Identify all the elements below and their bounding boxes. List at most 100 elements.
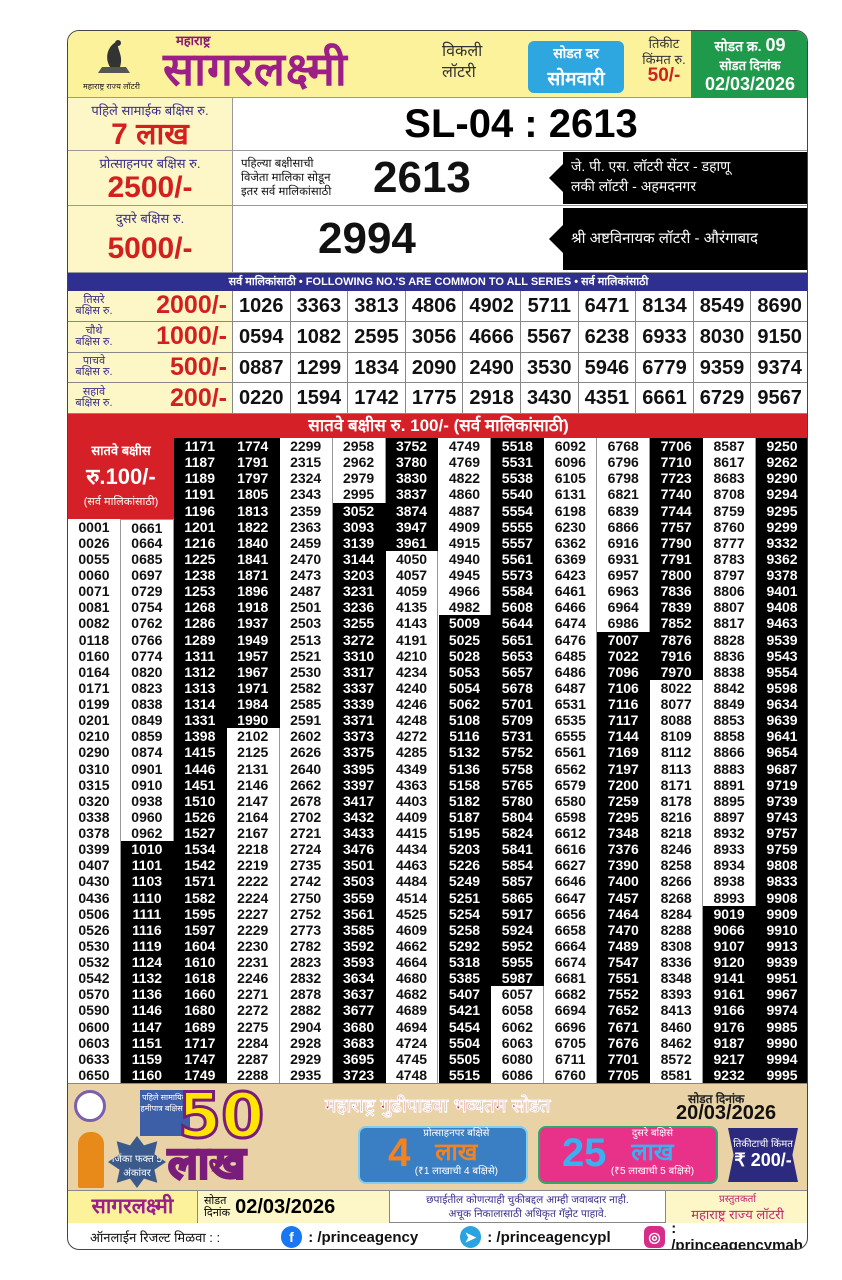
seventh-prize-number: 2218: [227, 841, 280, 858]
facebook-icon[interactable]: f: [280, 1226, 303, 1248]
seventh-prize-number: 9378: [756, 567, 807, 584]
prize-amount: 500/-: [170, 352, 227, 381]
seventh-prize-number: 2591: [280, 712, 333, 729]
social-links: ऑनलाईन रिजल्ट मिळवा : : f : /princeagenc…: [68, 1220, 807, 1250]
telegram-link[interactable]: : /princeagencypl: [487, 1228, 611, 1246]
second-prize-number: 2994: [318, 214, 416, 263]
seventh-prize-number: 4514: [386, 889, 439, 906]
seventh-prize-number: 4662: [386, 937, 439, 954]
seventh-prize-number: 7852: [650, 615, 704, 632]
seventh-prize-number: 7671: [597, 1018, 651, 1035]
telegram-icon[interactable]: ➤: [459, 1226, 482, 1248]
seventh-prize-number: 8759: [703, 502, 757, 519]
seventh-prize-number: 2521: [280, 647, 333, 664]
seventh-prize-label: सातवे बक्षीस रु.100/- (सर्व मालिकांसाठी): [68, 438, 174, 519]
seventh-prize-number: 1286: [173, 615, 227, 632]
seventh-prize-number: 4234: [386, 663, 439, 680]
footer-date: 02/03/2026: [235, 1195, 336, 1218]
seventh-prize-number: 4860: [439, 486, 492, 503]
seventh-prize-number: 5251: [438, 889, 492, 906]
seventh-prize-number: 9161: [703, 986, 757, 1003]
seventh-prize-number: 0430: [68, 873, 121, 890]
seventh-prize-number: 3317: [332, 663, 386, 680]
winning-number: 1834: [348, 352, 406, 383]
second-promo-box: 25 दुसरे बक्षिसे लाख (₹5 लाखाची 5 बक्षिसे): [538, 1126, 718, 1184]
seventh-prize-number: 4272: [386, 728, 439, 745]
seventh-prize-number: 8933: [703, 841, 757, 858]
seventh-prize-number: 2640: [280, 760, 333, 777]
seventh-prize-number: 0055: [68, 550, 121, 567]
seventh-prize-number: 8783: [703, 550, 757, 567]
seventh-prize-number: 9995: [756, 1066, 807, 1083]
seventh-prize-number: 5608: [491, 599, 545, 616]
agent-name: लकी लॉटरी - अहमदनगर: [571, 178, 697, 194]
seventh-prize-number: 5538: [491, 470, 545, 487]
winning-number: 4806: [406, 291, 464, 321]
seventh-prize-number: 0823: [121, 679, 174, 696]
incentive-prize-title: प्रोत्साहनपर बक्षिस रु.: [99, 156, 201, 171]
seventh-prize-number: 0685: [121, 550, 174, 567]
incentive-prize-amount: 2500/-: [107, 171, 193, 204]
seventh-prize-number: 1937: [226, 615, 280, 632]
seventh-prize-number: 2246: [227, 970, 280, 987]
seventh-prize-number: 1225: [173, 550, 227, 567]
seventh-prize-number: 6561: [544, 744, 598, 761]
seventh-prize-number: 0171: [68, 679, 121, 696]
instagram-icon[interactable]: ◎: [643, 1226, 666, 1248]
seventh-prize-number: 6230: [544, 518, 598, 535]
seventh-prize-number: 3397: [332, 776, 386, 793]
seventh-prize-number: 1253: [173, 583, 227, 600]
draw-info-box: सोडत क्र. 09 सोडत दिनांक 02/03/2026: [691, 31, 807, 98]
seventh-prize-number: 5752: [491, 744, 545, 761]
seventh-prize-number: 9759: [756, 841, 807, 858]
seventh-prize-number: 9739: [756, 792, 807, 809]
seventh-prize-number: 6487: [544, 679, 598, 696]
seventh-prize-number: 5249: [438, 873, 492, 890]
seventh-prize-number: 4248: [386, 712, 439, 729]
seventh-prize-number: 6555: [544, 728, 598, 745]
seventh-prize-number: 6362: [544, 534, 598, 551]
seventh-prize-number: 7116: [597, 696, 651, 713]
seventh-prize-number: 8266: [650, 873, 704, 890]
second-promo-label: दुसरे बक्षिसे: [631, 1128, 674, 1139]
note-line: विजेता मालिका सोडून: [241, 172, 331, 184]
seventh-prize-number: 6485: [544, 647, 598, 664]
seventh-prize-number: 4246: [386, 696, 439, 713]
winning-number: 6933: [636, 321, 694, 352]
facebook-link[interactable]: : /princeagency: [308, 1228, 419, 1246]
seventh-prize-number: 8218: [650, 825, 704, 842]
seventh-prize-number: 0661: [120, 518, 174, 536]
seventh-prize-number: 1151: [120, 1034, 174, 1051]
seventh-prize-number: 1680: [173, 1002, 227, 1019]
seventh-prize-number: 1103: [120, 873, 174, 890]
seventh-prize-number: 7706: [650, 438, 704, 455]
seventh-prize-number: 8817: [703, 615, 757, 632]
second-prize-label: दुसरे बक्षिस रु. 5000/-: [68, 206, 233, 273]
seventh-prize-number: 6760: [544, 1066, 598, 1083]
seventh-prize-number: 5515: [438, 1066, 492, 1083]
winning-number: 3430: [521, 383, 579, 414]
seventh-prize-number: 5765: [491, 776, 545, 793]
seventh-prize-number: 0910: [121, 776, 174, 793]
seventh-prize-number: 5780: [491, 792, 545, 809]
seventh-prize-number: 7740: [650, 486, 704, 503]
seventh-prize-number: 3680: [332, 1018, 386, 1035]
seventh-prize-number: 6579: [544, 776, 598, 793]
seventh-prize-number: 0060: [68, 567, 121, 584]
seventh-prize-number: 6681: [544, 970, 598, 987]
agent-name: जे. पी. एस. लॉटरी सेंटर - डहाणू: [571, 158, 731, 174]
seventh-prize-number: 3052: [332, 502, 386, 519]
seventh-prize-number: 1171: [173, 438, 227, 455]
seventh-prize-number: 6062: [491, 1018, 545, 1035]
seventh-prize-number: 1689: [173, 1018, 227, 1035]
incentive-note: पहिल्या बक्षीसाची विजेता मालिका सोडून इत…: [241, 157, 371, 199]
seventh-prize-number: 5226: [438, 857, 492, 874]
seventh-prize-number: 9743: [756, 808, 807, 825]
instagram-link[interactable]: : /princeagencymah: [671, 1220, 803, 1250]
seventh-prize-number: 6369: [544, 550, 598, 567]
seventh-prize-number: 2271: [227, 986, 280, 1003]
seventh-prize-number: 9232: [703, 1066, 757, 1083]
seventh-prize-number: 5407: [438, 986, 492, 1003]
seventh-prize-number: 2585: [280, 696, 333, 713]
seventh-prize-number: 0378: [68, 825, 121, 842]
